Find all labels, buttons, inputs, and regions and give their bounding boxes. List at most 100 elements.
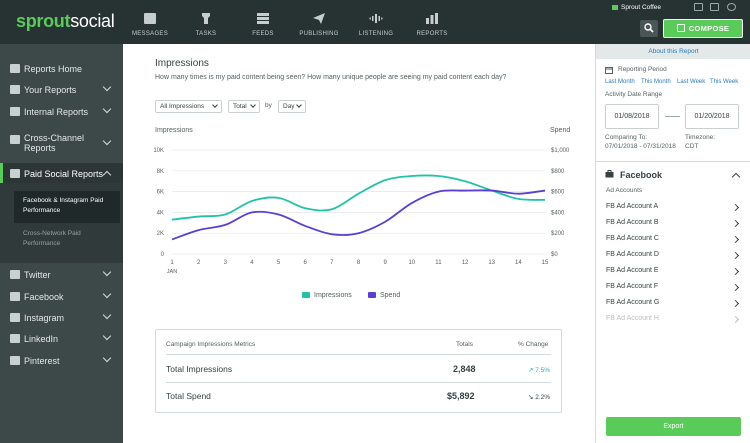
by-label: by (265, 102, 272, 109)
comparing-value: 07/01/2018 - 07/31/2018 (605, 143, 676, 150)
chevron-right-icon[interactable] (731, 219, 740, 228)
chevron-down-icon (296, 102, 302, 108)
sidebar-item-label: Paid Social Reports (24, 169, 104, 179)
chevron-right-icon[interactable] (731, 203, 740, 212)
grid-icon (10, 64, 20, 73)
chevron-right-icon[interactable] (731, 251, 740, 260)
ad-account-item[interactable]: FB Ad Account F (606, 283, 659, 290)
sidebar-item-pinterest[interactable]: Pinterest (0, 350, 123, 372)
y-axis-right-title: Spend (550, 127, 571, 134)
chevron-right-icon[interactable] (731, 267, 740, 276)
export-button[interactable]: Export (606, 417, 741, 436)
x-tick-label: 9 (383, 260, 387, 266)
search-button[interactable] (640, 20, 658, 37)
chevron-down-icon (102, 136, 112, 146)
quick-link-this-month[interactable]: This Month (641, 79, 671, 85)
ad-account-item[interactable]: FB Ad Account D (606, 251, 659, 258)
series-line-impressions (171, 174, 546, 221)
quick-link-last-week[interactable]: Last Week (677, 79, 706, 85)
account-switcher[interactable]: Sprout Coffee (612, 4, 661, 11)
page-subtitle: How many times is my paid content being … (155, 74, 507, 81)
trend-down-icon: ↘ (528, 394, 534, 401)
ad-account-item[interactable]: FB Ad Account E (606, 267, 659, 274)
ad-account-item[interactable]: FB Ad Account A (606, 203, 659, 210)
account-name: Sprout Coffee (621, 4, 661, 11)
sidebar-item-facebook[interactable]: Facebook (0, 286, 123, 308)
metric-dropdown[interactable]: All Impressions (155, 100, 222, 113)
nav-tasks[interactable]: TASKS (176, 0, 236, 44)
ad-account-item[interactable]: FB Ad Account H (606, 315, 659, 322)
chevron-down-icon (102, 104, 112, 114)
help-icon[interactable] (727, 3, 736, 11)
metric-row-label: Total Impressions (166, 364, 233, 374)
x-tick-label: 2 (197, 260, 201, 266)
chevron-right-icon[interactable] (731, 235, 740, 244)
twitter-icon (10, 270, 20, 279)
legend-impressions[interactable]: Impressions (302, 292, 352, 299)
sidebar-item-instagram[interactable]: Instagram (0, 307, 123, 329)
about-report-link[interactable]: About this Report (596, 44, 750, 59)
sidebar-item-paid-social[interactable]: Paid Social Reports (0, 163, 123, 185)
subnav-fb-ig-paid[interactable]: Facebook & Instagram Paid Performance (14, 191, 120, 223)
ad-account-item[interactable]: FB Ad Account B (606, 219, 659, 226)
tasks-icon (202, 13, 210, 24)
legend-spend[interactable]: Spend (368, 292, 400, 299)
metrics-table: Campaign Impressions Metrics Totals % Ch… (155, 329, 562, 413)
ad-account-item[interactable]: FB Ad Account G (606, 299, 660, 306)
subnav-cross-network-paid[interactable]: Cross-Network Paid Performance (23, 230, 81, 247)
facebook-icon (10, 292, 20, 301)
chevron-down-icon (102, 82, 112, 92)
account-icon (612, 4, 618, 10)
period-dropdown-value: Day (283, 103, 295, 110)
date-to-input[interactable]: 01/20/2018 (685, 104, 739, 129)
y-left-tick-label: 2K (157, 231, 164, 237)
y-axis-left-title: Impressions (155, 127, 193, 134)
metric-row-total: $5,892 (447, 391, 475, 401)
quick-link-last-month[interactable]: Last Month (605, 79, 635, 85)
chevron-right-icon[interactable] (731, 283, 740, 292)
metric-row-total: 2,848 (453, 364, 476, 374)
ad-account-item[interactable]: FB Ad Account C (606, 235, 659, 242)
nav-listening[interactable]: LISTENING (346, 0, 406, 44)
nav-messages[interactable]: MESSAGES (120, 0, 180, 44)
nav-tasks-label: TASKS (195, 31, 217, 37)
sidebar-item-cross-channel[interactable]: Cross-Channel Reports (0, 129, 123, 153)
sidebar-item-twitter[interactable]: Twitter (0, 264, 123, 286)
change-header: % Change (518, 341, 549, 348)
trend-up-icon: ↗ (528, 367, 534, 374)
nav-feeds[interactable]: FEEDS (233, 0, 293, 44)
chevron-right-icon[interactable] (731, 315, 740, 324)
compose-button[interactable]: COMPOSE (663, 19, 743, 38)
y-right-tick-label: $1,000 (551, 148, 570, 154)
nav-publishing[interactable]: PUBLISHING (289, 0, 349, 44)
aggregation-dropdown[interactable]: Total (228, 100, 260, 113)
sidebar-item-linkedin[interactable]: LinkedIn (0, 328, 123, 350)
bookmark-icon[interactable] (694, 3, 703, 11)
sproutsocial-logo[interactable]: sproutsocial (16, 11, 115, 32)
sidebar-item-your-reports[interactable]: Your Reports (0, 79, 123, 101)
notifications-icon[interactable] (710, 3, 719, 11)
legend-impressions-swatch (302, 292, 310, 298)
publishing-icon (313, 13, 325, 24)
sidebar-item-label: Cross-Channel Reports (24, 133, 85, 153)
sidebar-item-internal-reports[interactable]: Internal Reports (0, 101, 123, 123)
ad-accounts-label: Ad Accounts (606, 187, 643, 194)
feeds-icon (257, 13, 269, 24)
x-axis-month-label: JAN (167, 269, 177, 275)
sidebar-item-reports-home[interactable]: Reports Home (0, 58, 123, 80)
quick-link-this-week[interactable]: This Week (710, 79, 739, 85)
instagram-icon (10, 313, 20, 322)
sidebar-item-label: Instagram (24, 313, 65, 323)
series-line-spend (171, 189, 546, 241)
x-tick-label: 6 (304, 260, 308, 266)
date-from-input[interactable]: 01/08/2018 (605, 104, 659, 129)
cross-channel-icon (10, 135, 20, 144)
metrics-header: Campaign Impressions Metrics (166, 341, 256, 348)
chevron-right-icon[interactable] (731, 299, 740, 308)
nav-reports[interactable]: REPORTS (402, 0, 462, 44)
chevron-down-icon (212, 102, 218, 108)
period-dropdown[interactable]: Day (278, 100, 306, 113)
logo-part-2: social (70, 11, 115, 31)
comparing-label: Comparing To: (605, 134, 648, 141)
